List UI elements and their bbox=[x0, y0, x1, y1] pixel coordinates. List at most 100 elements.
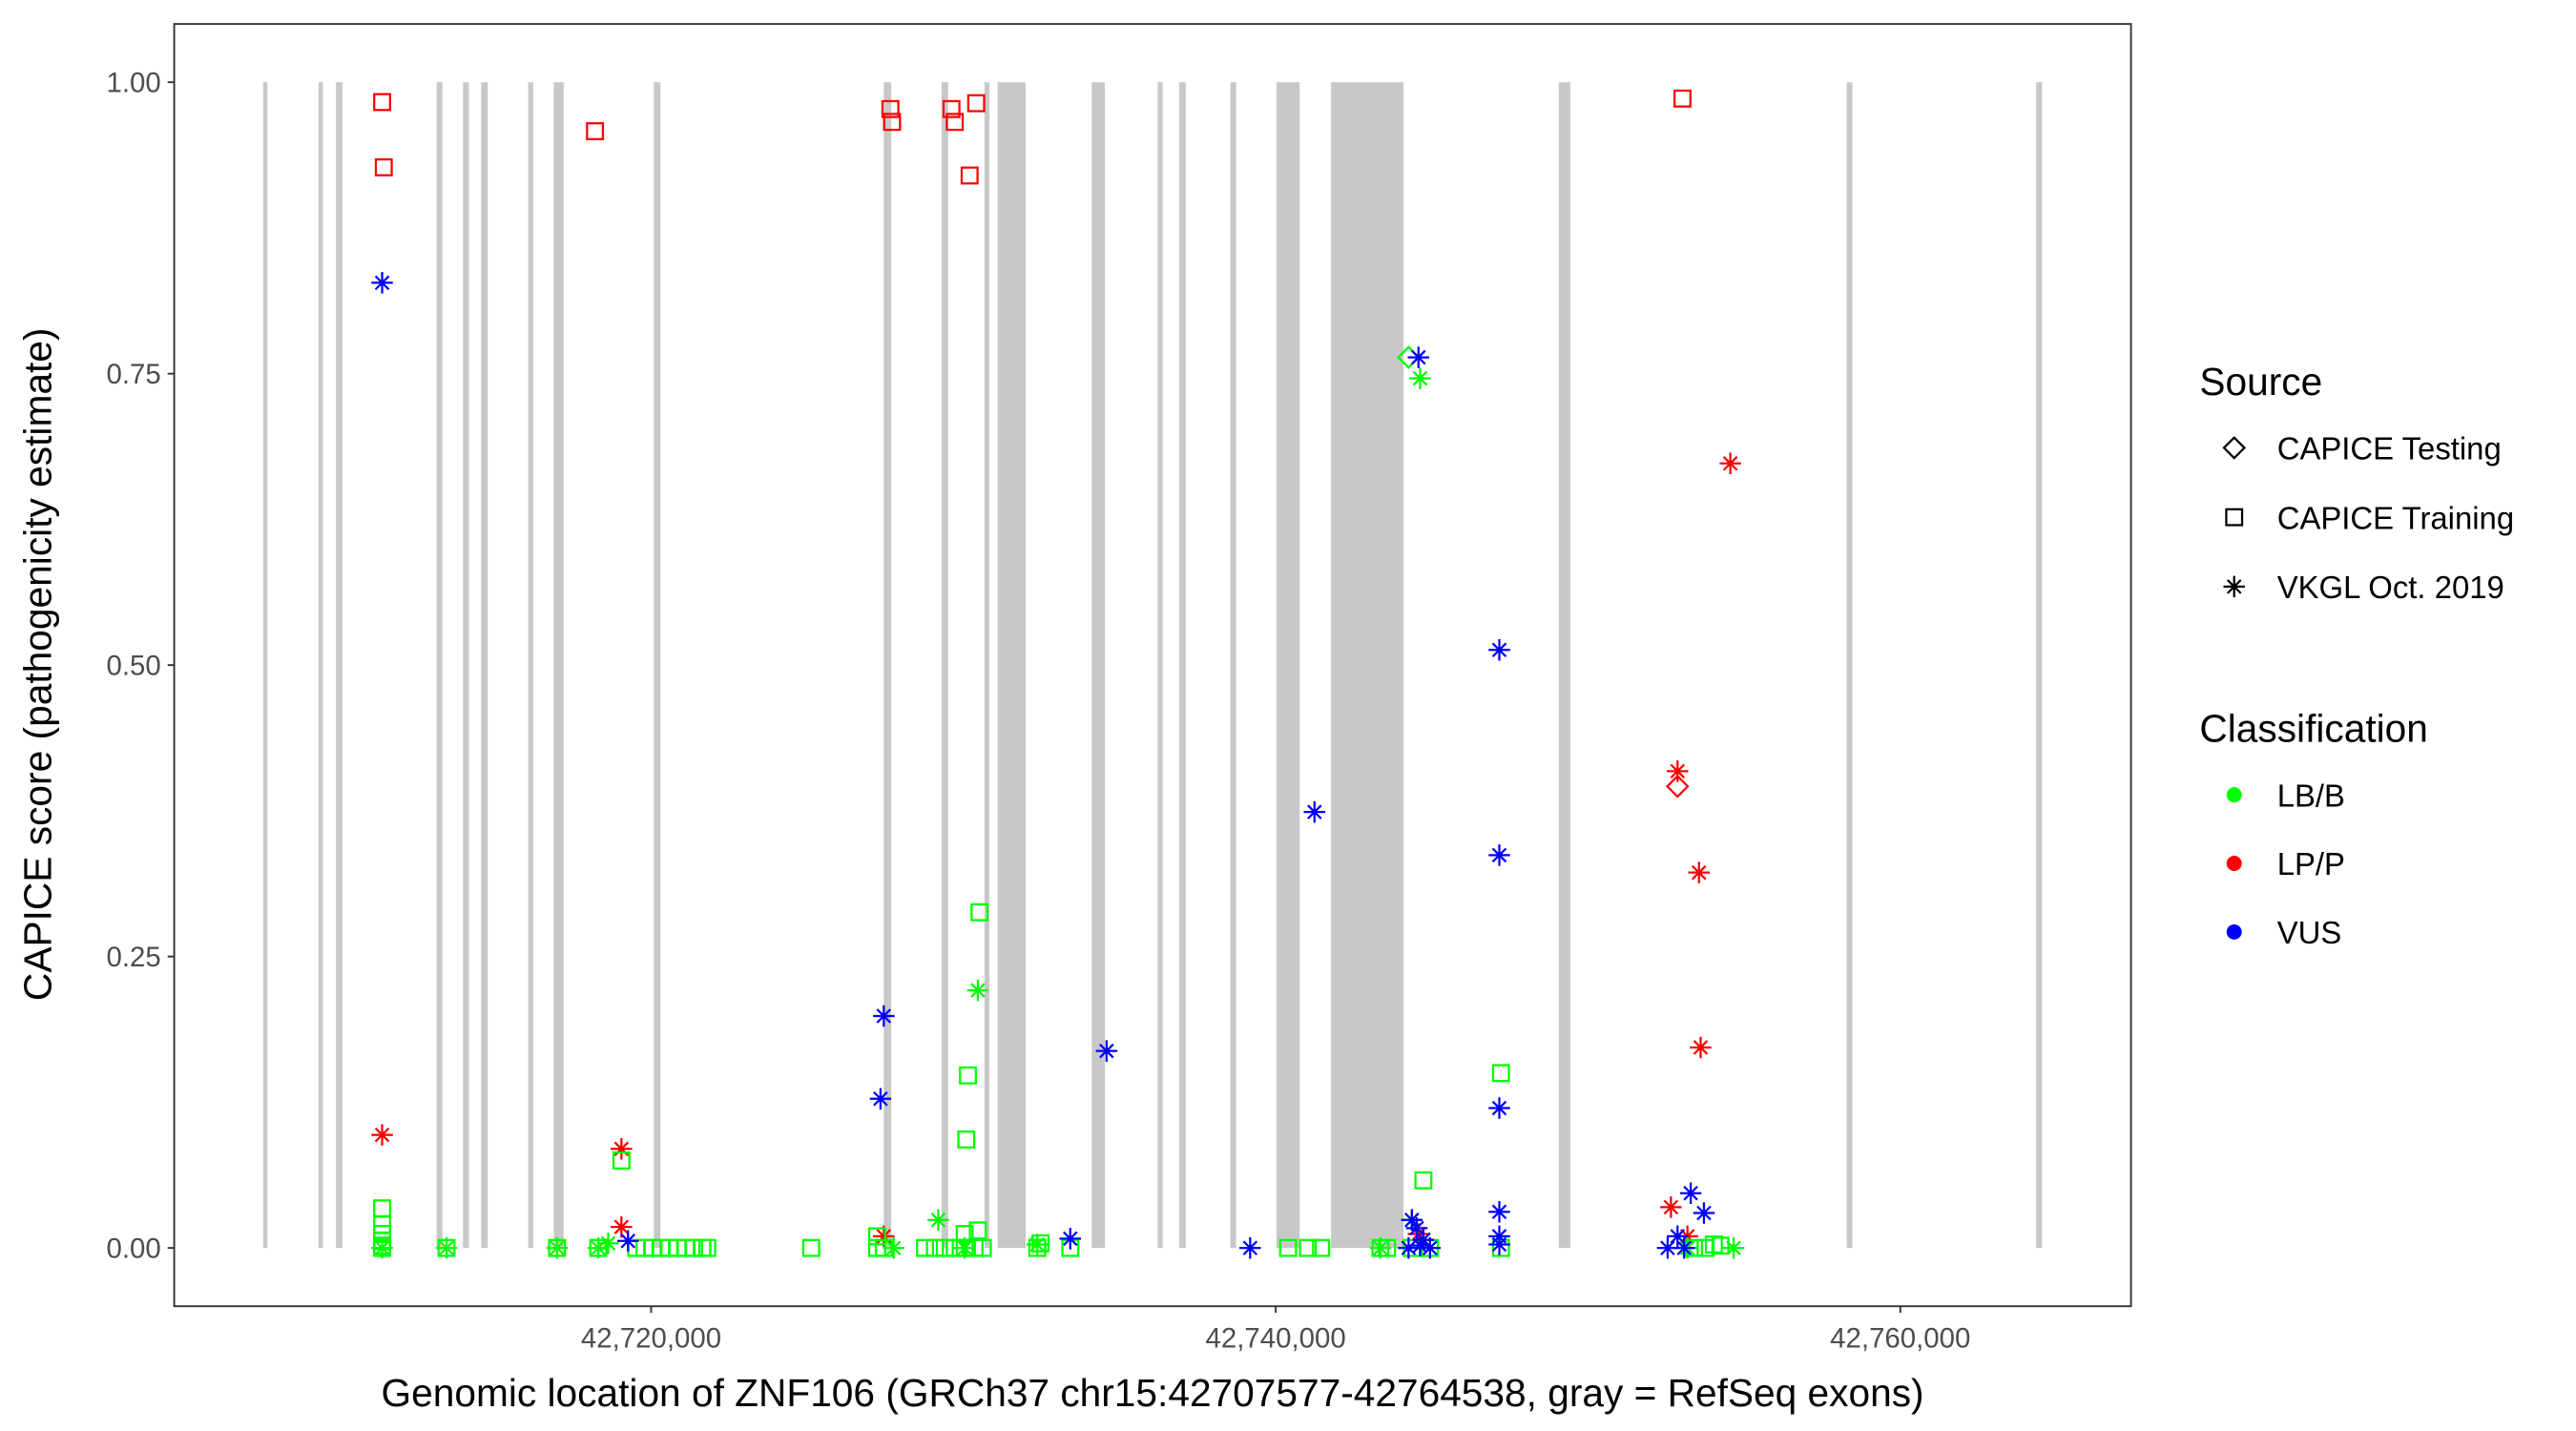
data-point bbox=[1667, 760, 1689, 782]
data-point bbox=[1488, 1234, 1510, 1255]
legend-key-lpp-dot-icon bbox=[2226, 856, 2242, 871]
data-point bbox=[1095, 1040, 1118, 1062]
legend-label-vus: VUS bbox=[2277, 915, 2342, 950]
data-point bbox=[1298, 1238, 1318, 1257]
data-point bbox=[869, 1088, 892, 1110]
data-point bbox=[1660, 1196, 1682, 1218]
exon-band bbox=[1558, 82, 1570, 1249]
data-point bbox=[1031, 1234, 1050, 1253]
data-point bbox=[945, 113, 965, 132]
data-point bbox=[1690, 1036, 1712, 1059]
data-point bbox=[1369, 1236, 1392, 1259]
exon-band bbox=[941, 82, 948, 1249]
data-point bbox=[1704, 1235, 1723, 1254]
data-point bbox=[873, 1005, 895, 1027]
exon-band bbox=[1331, 82, 1404, 1249]
exon-band bbox=[1276, 82, 1300, 1249]
exon-band bbox=[1178, 82, 1186, 1249]
data-point bbox=[927, 1209, 949, 1232]
exon-band bbox=[1091, 82, 1106, 1249]
data-point bbox=[1719, 452, 1741, 475]
legend: Source CAPICE Testing CAPICE Training VKGL… bbox=[2199, 360, 2514, 950]
exon-band bbox=[463, 82, 469, 1249]
exon-band bbox=[984, 82, 990, 1249]
data-point bbox=[1378, 1238, 1397, 1257]
data-point bbox=[371, 1124, 393, 1146]
legend-key-vus-dot-icon bbox=[2226, 923, 2242, 940]
data-point bbox=[801, 1238, 821, 1257]
data-point bbox=[587, 1236, 610, 1259]
data-point bbox=[1239, 1236, 1261, 1259]
exon-band bbox=[654, 82, 661, 1249]
data-point bbox=[1656, 1236, 1679, 1259]
data-point bbox=[960, 166, 979, 185]
data-point bbox=[697, 1238, 717, 1257]
y-axis: 0.00 0.25 0.50 0.75 1.00 bbox=[107, 68, 175, 1265]
data-point bbox=[1693, 1202, 1715, 1224]
exon-band bbox=[336, 82, 343, 1249]
data-point bbox=[957, 1130, 976, 1149]
data-point bbox=[1488, 1097, 1510, 1119]
data-point bbox=[1409, 367, 1431, 389]
data-point bbox=[1312, 1238, 1331, 1257]
data-point bbox=[968, 1221, 987, 1240]
data-point bbox=[1303, 800, 1326, 823]
data-point bbox=[873, 1225, 895, 1248]
data-point bbox=[435, 1236, 458, 1259]
exon-band bbox=[528, 82, 533, 1249]
data-point bbox=[953, 1236, 976, 1259]
legend-label-lbb: LB/B bbox=[2277, 778, 2345, 813]
data-point bbox=[970, 902, 989, 922]
exon-bands bbox=[262, 82, 2043, 1249]
data-point bbox=[374, 157, 393, 176]
data-point bbox=[371, 272, 393, 294]
data-point bbox=[1488, 639, 1510, 661]
data-point bbox=[1409, 1234, 1431, 1256]
data-point bbox=[883, 1236, 904, 1259]
exon-band bbox=[262, 82, 268, 1249]
y-tick-label: 0.75 bbox=[107, 359, 161, 390]
data-point bbox=[1405, 1217, 1428, 1239]
data-point bbox=[966, 979, 989, 1002]
exon-band bbox=[553, 82, 564, 1249]
x-axis-title: Genomic location of ZNF106 (GRCh37 chr15… bbox=[382, 1371, 1924, 1415]
exon-band bbox=[318, 82, 323, 1249]
data-point bbox=[942, 99, 961, 118]
data-point bbox=[612, 1151, 631, 1170]
exon-band bbox=[1846, 82, 1853, 1249]
data-point bbox=[1419, 1236, 1442, 1259]
data-point bbox=[1672, 1236, 1695, 1259]
exon-band bbox=[2036, 82, 2043, 1249]
data-points bbox=[371, 89, 1745, 1259]
x-tick-label: 42,720,000 bbox=[581, 1323, 721, 1355]
legend-label-lpp: LP/P bbox=[2277, 846, 2345, 881]
legend-key-training-icon bbox=[2225, 508, 2244, 527]
data-point bbox=[597, 1232, 619, 1255]
data-point bbox=[1414, 1171, 1433, 1190]
y-tick-label: 1.00 bbox=[107, 68, 161, 99]
legend-title-source: Source bbox=[2199, 360, 2322, 404]
data-point bbox=[1722, 1236, 1745, 1259]
data-point bbox=[1665, 774, 1690, 798]
data-point bbox=[546, 1236, 569, 1259]
data-point bbox=[373, 93, 391, 112]
legend-label-testing: CAPICE Testing bbox=[2277, 431, 2502, 467]
data-point bbox=[1679, 1182, 1702, 1204]
data-point bbox=[586, 122, 605, 140]
legend-label-training: CAPICE Training bbox=[2277, 500, 2514, 535]
exon-band bbox=[481, 82, 488, 1249]
y-tick-label: 0.00 bbox=[107, 1234, 161, 1265]
data-point bbox=[1407, 346, 1429, 368]
y-tick-label: 0.25 bbox=[107, 942, 161, 973]
data-point bbox=[371, 1236, 393, 1259]
data-point bbox=[959, 1066, 977, 1085]
legend-title-classification: Classification bbox=[2199, 707, 2428, 751]
y-tick-label: 0.50 bbox=[107, 651, 161, 682]
data-point bbox=[916, 1238, 934, 1257]
legend-label-vkgl: VKGL Oct. 2019 bbox=[2277, 570, 2504, 605]
data-point bbox=[1491, 1064, 1510, 1083]
data-point bbox=[1401, 1209, 1423, 1232]
data-point bbox=[1667, 1225, 1689, 1248]
exon-band bbox=[1157, 82, 1163, 1249]
